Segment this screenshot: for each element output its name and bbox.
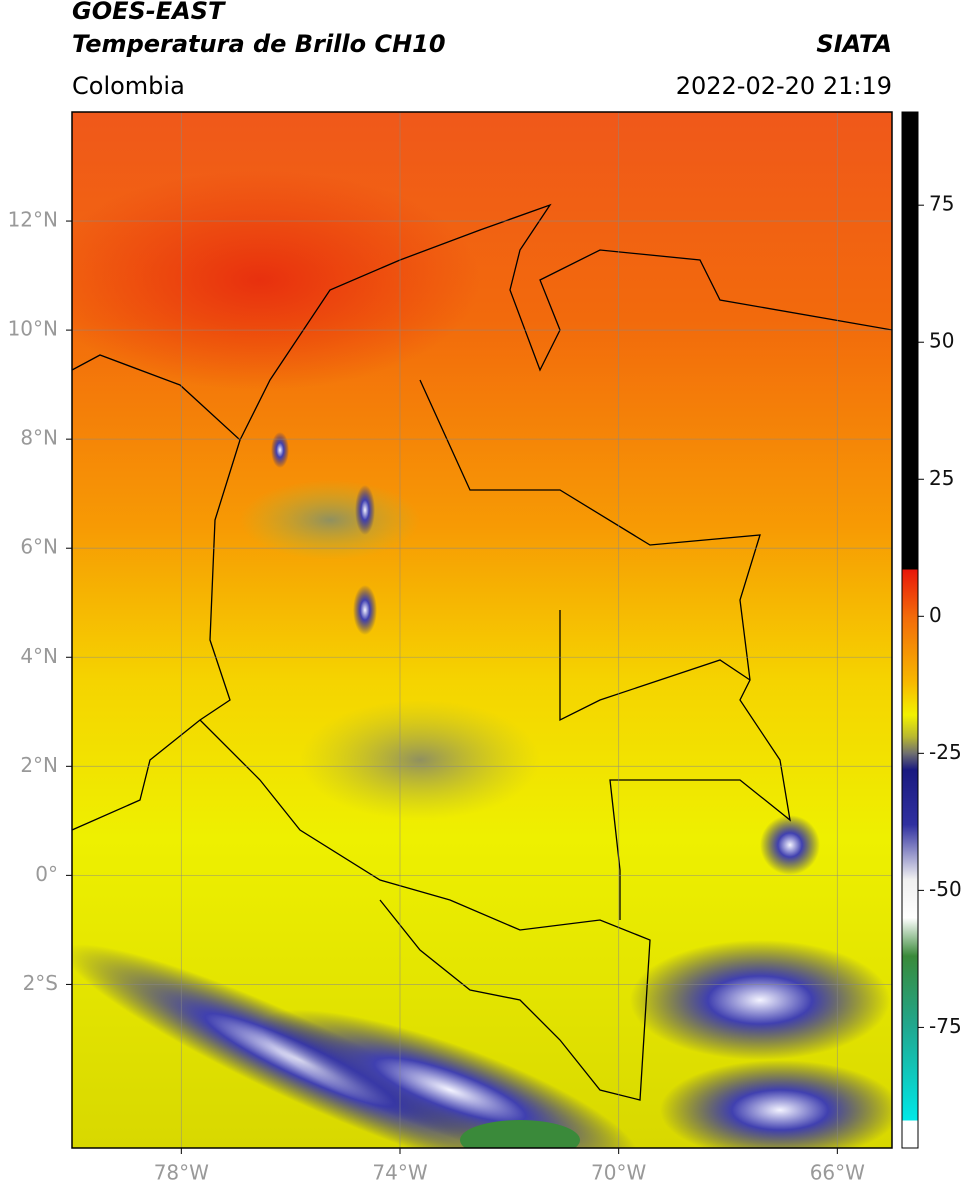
lon-tick-label: 66°W xyxy=(810,1161,865,1185)
colorbar-tick-label: -25 xyxy=(929,740,962,764)
lat-tick-label: 2°N xyxy=(20,753,58,777)
lat-tick-label: 2°S xyxy=(23,971,58,995)
colorbar-tick-label: 25 xyxy=(929,466,954,490)
cloud xyxy=(355,485,375,535)
lat-tick-label: 10°N xyxy=(8,317,58,341)
colorbar-tick-label: 50 xyxy=(929,329,954,353)
lon-tick-label: 74°W xyxy=(372,1161,427,1185)
lat-tick-label: 8°N xyxy=(20,426,58,450)
lat-tick-label: 12°N xyxy=(8,208,58,232)
coastline xyxy=(72,203,892,442)
satellite-image xyxy=(72,112,892,1148)
cloud xyxy=(353,585,377,635)
warm-area xyxy=(72,170,480,390)
lon-tick-label: 78°W xyxy=(154,1161,209,1185)
cloud xyxy=(240,480,420,560)
lon-tick-label: 70°W xyxy=(591,1161,646,1185)
map-frame xyxy=(71,111,893,1149)
cloud xyxy=(271,432,289,468)
cloud xyxy=(630,940,890,1060)
title: GOES-EAST xyxy=(72,0,226,25)
colorbar-tick-label: 0 xyxy=(929,603,942,627)
cloud xyxy=(660,1060,892,1148)
subtitle: Temperatura de Brillo CH10 xyxy=(72,30,446,58)
cloud xyxy=(300,700,540,820)
lat-tick-label: 4°N xyxy=(20,644,58,668)
cloud xyxy=(460,1120,580,1148)
region: Colombia xyxy=(72,72,185,100)
colorbar xyxy=(901,111,919,1149)
cloud xyxy=(760,815,820,875)
lat-tick-label: 0° xyxy=(35,862,58,886)
colorbar-tick-label: -75 xyxy=(929,1014,962,1038)
lat-tick-label: 6°N xyxy=(20,535,58,559)
border-line xyxy=(72,439,651,1101)
colorbar-tick-label: -50 xyxy=(929,877,962,901)
border-line xyxy=(419,379,791,920)
colorbar-tick-label: 75 xyxy=(929,192,954,216)
timestamp: 2022-02-20 21:19 xyxy=(676,72,892,100)
source: SIATA xyxy=(816,30,892,58)
